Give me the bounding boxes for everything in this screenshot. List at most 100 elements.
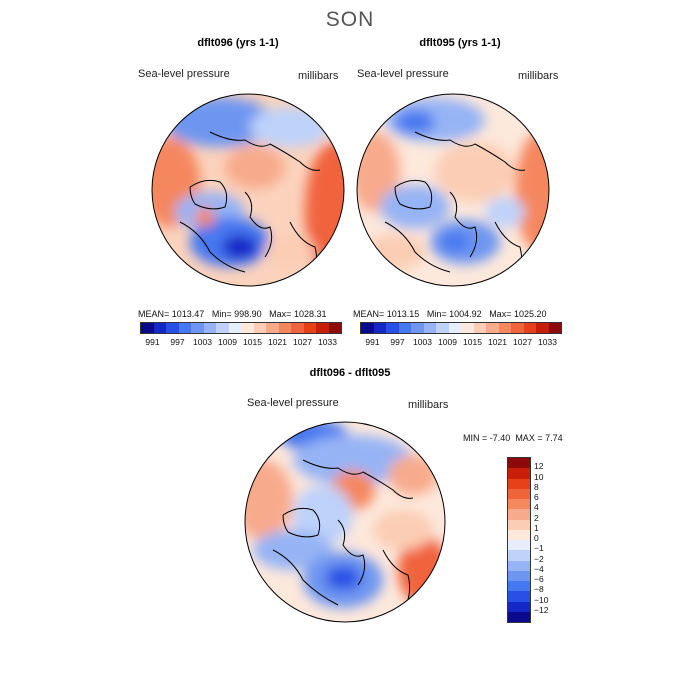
right-colorbar-swatch [511,323,524,333]
right-colorbar-swatch [373,323,386,333]
left-polar-map [151,93,345,287]
diff-colorbar-swatch [508,611,530,622]
right-colorbar-tick-label: 1003 [413,337,432,347]
left-mean-label: MEAN= [138,309,170,319]
diff-colorbar-tick-label: 12 [534,461,544,472]
diff-colorbar-swatch [508,581,530,592]
left-colorbar-tick-label: 1033 [318,337,337,347]
right-panel-title: dflt095 (yrs 1-1) [419,37,501,49]
right-polar-map [356,93,550,287]
diff-colorbar-tick-label: 0 [534,533,539,543]
left-colorbar-tick-label: 1015 [243,337,262,347]
diff-colorbar-tick-label: 2 [534,512,539,523]
left-colorbar-swatch [216,323,229,333]
diff-colorbar-tick-label: −8 [534,584,544,595]
diff-units-label: millibars [408,399,449,411]
right-coastlines [384,131,526,278]
diff-colorbar-swatch [508,499,530,510]
diff-colorbar-swatch [508,540,530,551]
diff-min-label: MIN = [463,433,488,443]
diff-max-value: 7.74 [545,433,563,443]
diff-colorbar-tick-label: −1 [534,543,544,554]
left-colorbar-swatch [191,323,204,333]
right-mean-label: MEAN= [353,309,385,319]
right-colorbar-swatch [436,323,449,333]
left-min-label: Min= [211,309,232,319]
right-colorbar-swatch [498,323,511,333]
diff-variable-label: Sea-level pressure [247,397,339,409]
diff-polar-map [244,421,446,623]
diff-max-label: MAX = [515,433,543,443]
diff-colorbar-tick-label: −10 [534,594,549,605]
diff-colorbar-swatch [508,478,530,489]
right-mean-value: 1013.15 [386,309,420,319]
right-max-label: Max= [489,309,512,319]
right-colorbar-tick-label: 1027 [513,337,532,347]
right-colorbar-swatch [398,323,411,333]
left-colorbar-swatch [153,323,166,333]
right-colorbar-ticks: 991 997 1003 1009 1015 1021 1027 1033 [360,337,560,349]
diff-colorbar-swatch [508,519,530,530]
diff-colorbar-swatch [508,509,530,520]
diff-colorbar-tick-label: −4 [534,563,544,574]
left-colorbar-swatch [166,323,179,333]
diff-colorbar-swatch [508,550,530,561]
right-colorbar-tick-label: 991 [365,337,380,347]
diff-colorbar-swatch [508,601,530,612]
right-colorbar-tick-label: 1009 [438,337,457,347]
left-colorbar-swatch [291,323,304,333]
right-colorbar-swatch [473,323,486,333]
left-colorbar-swatch [203,323,216,333]
left-colorbar-tick-label: 1021 [268,337,287,347]
right-map-border [356,93,550,287]
right-colorbar-swatch [411,323,424,333]
left-colorbar-tick-label: 1027 [293,337,312,347]
diff-stats: MIN = -7.40 MAX = 7.74 [463,433,563,443]
right-variable-label: Sea-level pressure [357,68,449,80]
left-colorbar-tick-label: 1009 [218,337,237,347]
diff-colorbar-tick-label: 4 [534,502,539,513]
diff-map-border [244,421,446,623]
left-colorbar-tick-label: 997 [170,337,185,347]
diff-colorbar-tick-label: 1 [534,522,539,533]
left-colorbar-swatch [178,323,191,333]
right-colorbar-swatch [448,323,461,333]
diff-colorbar-tick-label: 6 [534,492,539,502]
diff-colorbar [507,457,531,623]
right-colorbar-swatch [386,323,399,333]
left-colorbar-tick-label: 1003 [193,337,212,347]
left-colorbar-swatch [328,323,341,333]
right-stats: MEAN= 1013.15 Min= 1004.92 Max= 1025.20 [353,309,547,319]
right-colorbar-swatch [548,323,561,333]
left-colorbar-swatch [141,323,154,333]
right-min-label: Min= [426,309,447,319]
left-colorbar-swatch [278,323,291,333]
right-min-value: 1004.92 [449,309,482,319]
right-max-value: 1025.20 [513,309,547,319]
right-colorbar-swatch [423,323,436,333]
diff-colorbar-ticks: 12 10 8 6 4 2 1 0 −1 −2 −4 −6 −8 −10 −12 [534,457,574,621]
left-colorbar-swatch [228,323,241,333]
left-colorbar-swatch [253,323,266,333]
right-colorbar-swatch [536,323,549,333]
diff-min-value: -7.40 [489,433,511,443]
diff-colorbar-swatch [508,468,530,479]
left-min-value: 998.90 [234,309,262,319]
diff-colorbar-swatch [508,591,530,602]
left-colorbar-swatch [266,323,279,333]
left-colorbar-tick-label: 991 [145,337,160,347]
diff-colorbar-tick-label: −2 [534,553,544,564]
right-colorbar-swatch [361,323,374,333]
season-title: SON [325,8,375,31]
diff-colorbar-tick-label: 8 [534,481,539,492]
diff-colorbar-swatch [508,488,530,499]
right-colorbar-tick-label: 1021 [488,337,507,347]
diff-colorbar-tick-label: −12 [534,604,549,615]
diff-colorbar-swatch [508,570,530,581]
right-colorbar-swatch [523,323,536,333]
left-map-border [151,93,345,287]
right-units-label: millibars [518,70,559,82]
left-colorbar-swatch [316,323,329,333]
right-colorbar-tick-label: 997 [390,337,405,347]
left-units-label: millibars [298,70,339,82]
